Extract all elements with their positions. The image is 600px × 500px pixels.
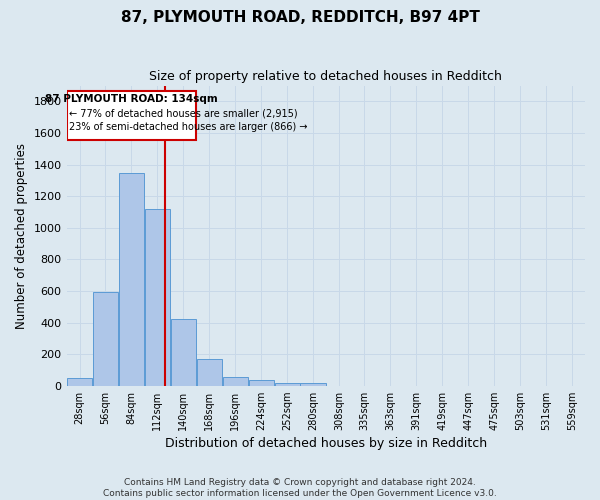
X-axis label: Distribution of detached houses by size in Redditch: Distribution of detached houses by size … xyxy=(165,437,487,450)
Text: 23% of semi-detached houses are larger (866) →: 23% of semi-detached houses are larger (… xyxy=(70,122,308,132)
Bar xyxy=(170,320,196,386)
Text: 87, PLYMOUTH ROAD, REDDITCH, B97 4PT: 87, PLYMOUTH ROAD, REDDITCH, B97 4PT xyxy=(121,10,479,25)
Text: Contains HM Land Registry data © Crown copyright and database right 2024.
Contai: Contains HM Land Registry data © Crown c… xyxy=(103,478,497,498)
Y-axis label: Number of detached properties: Number of detached properties xyxy=(15,142,28,328)
Bar xyxy=(301,384,326,386)
Bar xyxy=(223,377,248,386)
Bar xyxy=(275,384,300,386)
FancyBboxPatch shape xyxy=(67,91,196,140)
Bar xyxy=(248,380,274,386)
Bar xyxy=(93,292,118,386)
Bar xyxy=(197,359,222,386)
Title: Size of property relative to detached houses in Redditch: Size of property relative to detached ho… xyxy=(149,70,502,83)
Text: ← 77% of detached houses are smaller (2,915): ← 77% of detached houses are smaller (2,… xyxy=(70,108,298,118)
Bar xyxy=(145,209,170,386)
Bar xyxy=(67,378,92,386)
Bar xyxy=(119,173,144,386)
Text: 87 PLYMOUTH ROAD: 134sqm: 87 PLYMOUTH ROAD: 134sqm xyxy=(45,94,218,104)
